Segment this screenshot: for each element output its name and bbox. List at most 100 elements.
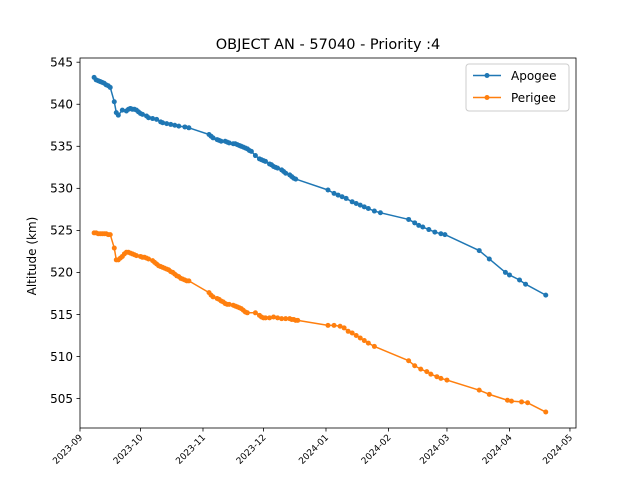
- apogee-data-point: [442, 232, 448, 238]
- y-tick-label: 535: [50, 140, 73, 154]
- perigee-data-point: [353, 333, 359, 338]
- perigee-data-point: [345, 328, 351, 334]
- apogee-data-point: [150, 116, 156, 122]
- perigee-data-point: [434, 374, 440, 380]
- perigee-data-point: [438, 375, 444, 381]
- perigee-data-point: [412, 363, 418, 369]
- perigee-data-point: [508, 398, 514, 404]
- apogee-data-point: [339, 194, 345, 200]
- apogee-data-point: [226, 140, 232, 146]
- apogee-data-point: [506, 272, 512, 278]
- apogee-data-point: [168, 121, 174, 127]
- perigee-data-point: [226, 301, 232, 307]
- perigee-data-point: [349, 330, 355, 336]
- perigee-data-point: [279, 316, 285, 322]
- apogee-data-point: [432, 229, 438, 235]
- perigee-data-point: [341, 325, 347, 331]
- apogee-data-point: [406, 216, 412, 222]
- apogee-data-point: [377, 210, 383, 216]
- perigee-data-point: [504, 397, 510, 403]
- apogee-data-point: [349, 199, 355, 205]
- series-layer: [91, 74, 549, 415]
- perigee-data-point: [357, 335, 363, 341]
- perigee-data-point: [424, 369, 430, 375]
- y-tick-label: 540: [50, 98, 73, 112]
- perigee-data-point: [331, 322, 337, 328]
- apogee-data-point: [293, 176, 299, 182]
- apogee-data-point: [154, 116, 160, 122]
- perigee-data-point: [275, 315, 281, 321]
- apogee-data-point: [517, 277, 523, 283]
- apogee-data-point: [248, 148, 254, 154]
- apogee-data-point: [172, 122, 178, 128]
- perigee-data-point: [267, 315, 273, 321]
- apogee-data-point: [416, 222, 422, 228]
- apogee-data-point: [331, 190, 337, 196]
- apogee-data-point: [182, 124, 188, 130]
- apogee-data-point: [218, 138, 224, 144]
- y-axis-label: Altitude (km): [25, 217, 39, 296]
- y-tick-label: 525: [50, 224, 73, 238]
- perigee-data-point: [361, 338, 367, 344]
- apogee-data-point: [426, 227, 432, 233]
- apogee-data-point: [186, 125, 192, 131]
- legend-perigee-marker: [484, 95, 490, 100]
- apogee-data-point: [111, 99, 117, 105]
- perigee-data-point: [525, 400, 531, 406]
- perigee-data-point: [325, 322, 331, 328]
- apogee-data-point: [140, 111, 145, 117]
- apogee-data-point: [263, 158, 268, 164]
- apogee-data-point: [371, 208, 377, 214]
- perigee-data-point: [418, 366, 424, 372]
- perigee-data-point: [406, 358, 412, 364]
- y-tick-label: 515: [50, 308, 73, 322]
- perigee-data-point: [543, 409, 549, 415]
- perigee-data-point: [263, 315, 268, 321]
- apogee-data-point: [523, 281, 529, 287]
- chart-title: OBJECT AN - 57040 - Priority :4: [216, 37, 441, 53]
- apogee-data-point: [176, 123, 182, 129]
- apogee-data-point: [325, 187, 331, 193]
- apogee-data-point: [361, 204, 367, 210]
- perigee-data-point: [365, 340, 371, 346]
- apogee-data-point: [283, 170, 289, 176]
- perigee-data-point: [283, 316, 289, 322]
- y-tick-label: 520: [50, 266, 73, 280]
- y-tick-label: 530: [50, 182, 73, 196]
- plot-frame: [79, 57, 577, 429]
- perigee-data-point: [337, 323, 343, 329]
- legend-perigee-label: Perigee: [511, 91, 556, 105]
- apogee-data-point: [365, 206, 371, 212]
- perigee-data-point: [244, 310, 250, 316]
- apogee-data-point: [343, 195, 349, 201]
- perigee-data-point: [252, 310, 258, 316]
- legend: Apogee Perigee: [465, 63, 570, 112]
- perigee-data-point: [476, 387, 482, 393]
- apogee-data-point: [412, 220, 418, 226]
- legend-apogee-marker: [484, 73, 490, 78]
- perigee-data-point: [371, 343, 377, 349]
- legend-apogee-label: Apogee: [511, 69, 557, 83]
- apogee-data-point: [115, 112, 121, 118]
- apogee-data-point: [275, 165, 281, 171]
- apogee-data-point: [146, 115, 152, 121]
- apogee-data-point: [335, 192, 341, 198]
- apogee-data-point: [164, 121, 170, 127]
- y-tick-label: 510: [50, 350, 73, 364]
- apogee-data-point: [210, 135, 216, 141]
- perigee-data-point: [428, 371, 434, 377]
- perigee-data-point: [295, 317, 301, 323]
- apogee-data-point: [160, 120, 166, 126]
- perigee-data-point: [133, 253, 139, 259]
- perigee-data-point: [107, 232, 113, 238]
- apogee-data-point: [107, 84, 113, 90]
- apogee-data-point: [420, 224, 426, 230]
- apogee-data-point: [353, 200, 359, 206]
- perigee-data-point: [146, 256, 152, 262]
- apogee-data-point: [502, 269, 508, 275]
- perigee-data-point: [519, 399, 525, 405]
- perigee-data-point: [111, 245, 117, 251]
- y-tick-label: 505: [50, 392, 73, 406]
